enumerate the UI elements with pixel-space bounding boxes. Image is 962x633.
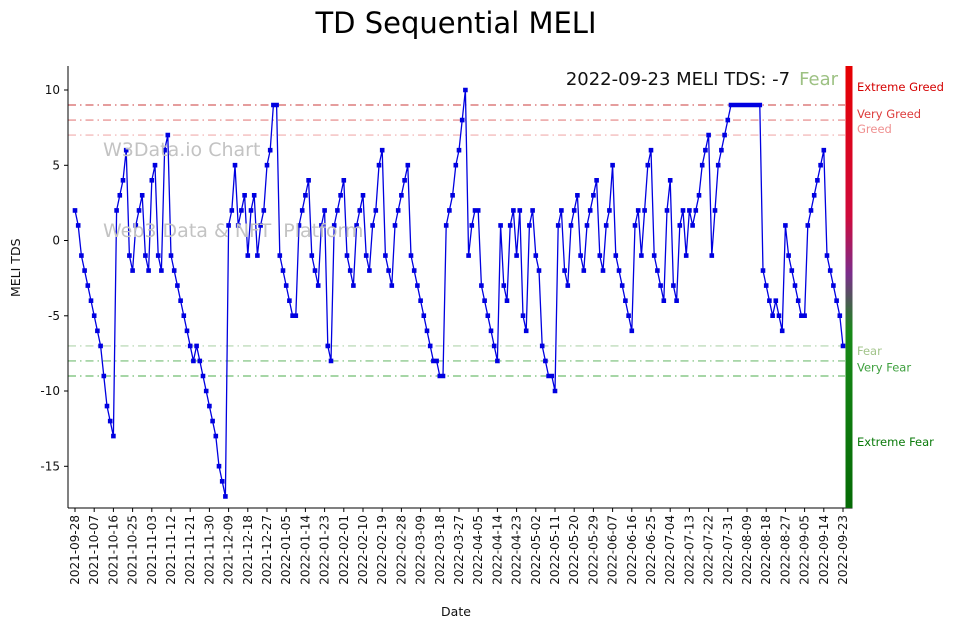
sentiment-gauge-bar xyxy=(845,66,853,508)
watermark-line1: W3Data.io Chart xyxy=(103,139,261,161)
zone-label-fear: Fear xyxy=(857,344,882,358)
x-tick-label: 2022-02-10 xyxy=(356,515,370,585)
x-tick-label: 2022-05-02 xyxy=(529,515,543,585)
y-axis-ticks: 10 5 0 -5 -10 -15 xyxy=(40,83,68,473)
x-tick-label: 2022-04-23 xyxy=(510,515,524,585)
zone-label-extreme-fear: Extreme Fear xyxy=(857,435,934,449)
x-tick-label: 2022-03-09 xyxy=(414,515,428,585)
x-tick-label: 2022-02-19 xyxy=(375,515,389,585)
x-tick-label: 2022-02-28 xyxy=(394,515,408,585)
y-tick-label: -10 xyxy=(40,384,60,398)
watermark: W3Data.io Chart Web3 Data & NFT Platform xyxy=(103,83,363,299)
x-tick-label: 2022-05-29 xyxy=(586,515,600,585)
x-tick-label: 2022-06-25 xyxy=(644,515,658,585)
x-tick-label: 2022-07-04 xyxy=(663,515,677,585)
x-tick-label: 2022-03-18 xyxy=(433,515,447,585)
x-tick-label: 2022-01-23 xyxy=(318,515,332,585)
x-tick-label: 2022-05-11 xyxy=(548,515,562,585)
y-tick-label: -5 xyxy=(48,309,60,323)
x-tick-label: 2022-07-13 xyxy=(682,515,696,585)
y-axis-label: MELI TDS xyxy=(8,238,23,298)
x-tick-label: 2021-11-30 xyxy=(202,515,216,585)
x-tick-label: 2022-06-07 xyxy=(606,515,620,585)
x-tick-label: 2022-02-01 xyxy=(337,515,351,585)
x-tick-label: 2022-04-05 xyxy=(471,515,485,585)
y-tick-label: 5 xyxy=(52,158,60,172)
x-tick-label: 2021-10-25 xyxy=(126,515,140,585)
x-tick-label: 2022-04-14 xyxy=(490,515,504,585)
x-tick-label: 2022-08-18 xyxy=(759,515,773,585)
chart-title: TD Sequential MELI xyxy=(315,6,597,40)
x-tick-label: 2021-10-16 xyxy=(106,515,120,585)
x-tick-label: 2022-07-22 xyxy=(702,515,716,585)
x-axis-label: Date xyxy=(441,604,471,619)
y-tick-label: -15 xyxy=(40,459,60,473)
y-tick-label: 0 xyxy=(52,234,60,248)
watermark-line2: Web3 Data & NFT Platform xyxy=(103,220,364,242)
x-tick-label: 2022-08-09 xyxy=(740,515,754,585)
x-tick-label: 2022-09-14 xyxy=(817,515,831,585)
x-tick-label: 2021-09-28 xyxy=(68,515,82,585)
x-tick-label: 2022-09-23 xyxy=(836,515,850,585)
x-tick-label: 2021-11-12 xyxy=(164,515,178,585)
zone-label-greed: Greed xyxy=(857,122,892,136)
annotation-text: 2022-09-23 MELI TDS: -7 xyxy=(565,69,791,90)
zone-label-very-greed: Very Greed xyxy=(857,107,921,121)
x-tick-label: 2021-11-03 xyxy=(145,515,159,585)
x-tick-label: 2021-12-09 xyxy=(222,515,236,585)
annotation-classification: Fear xyxy=(799,69,838,90)
x-tick-label: 2021-11-21 xyxy=(183,515,197,585)
x-tick-label: 2021-10-07 xyxy=(87,515,101,585)
zone-label-very-fear: Very Fear xyxy=(857,361,911,375)
x-tick-label: 2022-01-14 xyxy=(298,515,312,585)
x-tick-label: 2022-08-27 xyxy=(778,515,792,585)
x-tick-label: 2022-01-05 xyxy=(279,515,293,585)
x-tick-label: 2022-06-16 xyxy=(625,515,639,585)
x-tick-label: 2022-09-05 xyxy=(798,515,812,585)
annotation: 2022-09-23 MELI TDS: -7 Fear xyxy=(566,69,838,90)
x-tick-label: 2022-03-27 xyxy=(452,515,466,585)
x-tick-label: 2022-05-20 xyxy=(567,515,581,585)
x-tick-label: 2021-12-27 xyxy=(260,515,274,585)
y-tick-label: 10 xyxy=(45,83,60,97)
x-tick-label: 2021-12-18 xyxy=(241,515,255,585)
x-axis-ticks: 2021-09-28 2021-10-07 2021-10-16 2021-10-25… xyxy=(68,508,850,585)
zone-label-extreme-greed: Extreme Greed xyxy=(857,80,944,94)
x-tick-label: 2022-07-31 xyxy=(721,515,735,585)
